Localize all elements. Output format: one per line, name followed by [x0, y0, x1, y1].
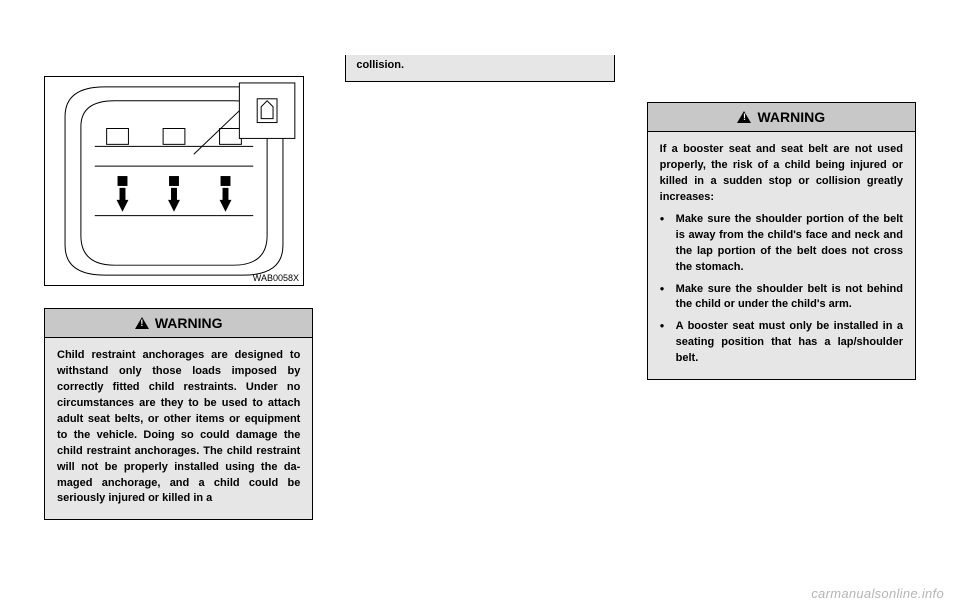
watermark: carmanualsonline.info — [811, 586, 944, 601]
warning-box-2-body: If a booster seat and seat belt are not … — [648, 132, 915, 379]
warning-box-2: WARNING If a booster seat and seat belt … — [647, 102, 916, 380]
warning-1-text: Child restraint anchorages are de­signed… — [57, 349, 300, 504]
column-wrap: WAB0058X WARNING Child restraint anchora… — [44, 56, 916, 520]
warning-box-1: WARNING Child restraint anchorages are d… — [44, 308, 313, 520]
warning-box-1-head: WARNING — [45, 309, 312, 338]
warning-2-bullet: Make sure the shoulder portion of the be… — [660, 212, 903, 276]
manual-page: WAB0058X WARNING Child restraint anchora… — [0, 0, 960, 611]
figure-id: WAB0058X — [253, 273, 299, 283]
warning-1-overflow-text: collision. — [356, 59, 404, 71]
column-2: collision. — [345, 56, 614, 520]
warning-heading-1: WARNING — [155, 315, 223, 331]
warning-box-1-body: Child restraint anchorages are de­signed… — [45, 338, 312, 519]
warning-2-bullet: Make sure the shoulder belt is not behin… — [660, 282, 903, 314]
column-3: WARNING If a booster seat and seat belt … — [647, 56, 916, 520]
warning-2-intro: If a booster seat and seat belt are not … — [660, 143, 903, 203]
warning-box-2-head: WARNING — [648, 103, 915, 132]
warning-heading-2: WARNING — [757, 109, 825, 125]
column-1: WAB0058X WARNING Child restraint anchora… — [44, 56, 313, 520]
warning-2-bullet: A booster seat must only be installed in… — [660, 319, 903, 367]
warning-icon — [737, 111, 751, 123]
car-anchor-illustration — [45, 77, 303, 285]
warning-1-continuation: collision. — [345, 55, 614, 82]
warning-icon — [135, 317, 149, 329]
anchor-figure: WAB0058X — [44, 76, 304, 286]
warning-2-bullets: Make sure the shoulder portion of the be… — [660, 212, 903, 367]
